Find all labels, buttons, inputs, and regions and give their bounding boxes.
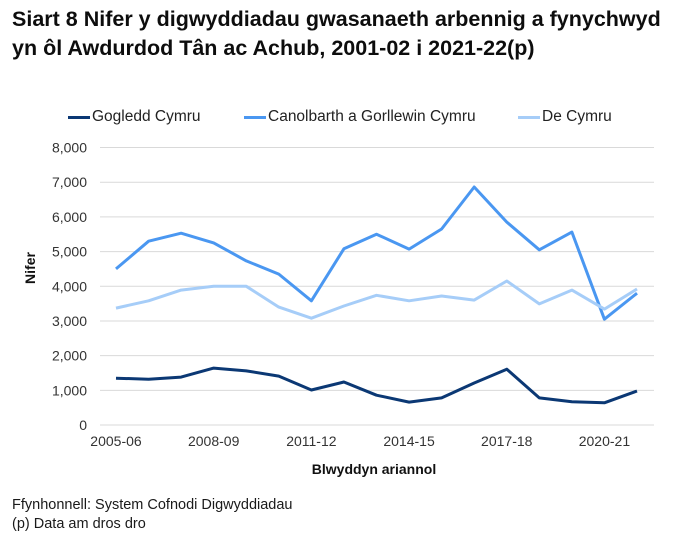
legend-item-canolbarth: Canolbarth a Gorllewin Cymru xyxy=(244,108,476,126)
legend-swatch xyxy=(244,115,266,119)
x-tick-label: 2020-21 xyxy=(579,433,631,449)
y-tick-label: 6,000 xyxy=(52,209,87,225)
legend-label: Canolbarth a Gorllewin Cymru xyxy=(268,108,476,125)
x-tick-label: 2008-09 xyxy=(188,433,240,449)
x-tick-label: 2017-18 xyxy=(481,433,533,449)
y-tick-label: 7,000 xyxy=(52,174,87,190)
source-note: Ffynhonnell: System Cofnodi Digwyddiadau xyxy=(12,497,293,513)
legend-item-de-cymru: De Cymru xyxy=(518,108,612,126)
legend-swatch xyxy=(68,115,90,119)
legend-label: Gogledd Cymru xyxy=(92,108,201,125)
x-tick-label: 2011-12 xyxy=(286,433,337,449)
gridlines xyxy=(100,147,654,426)
y-tick-label: 4,000 xyxy=(52,278,87,294)
legend-label: De Cymru xyxy=(542,108,612,125)
series-line-gogledd-cymru xyxy=(115,366,638,405)
chart-legend: Gogledd Cymru Canolbarth a Gorllewin Cym… xyxy=(0,108,674,128)
y-tick-label: 2,000 xyxy=(52,348,87,364)
y-tick-label: 3,000 xyxy=(52,313,87,329)
x-tick-label: 2014-15 xyxy=(383,433,435,449)
y-tick-label: 5,000 xyxy=(52,244,87,260)
series-line-canolbarth-a-gorllewin-cymru xyxy=(115,185,638,321)
series-line-de-cymru xyxy=(115,279,638,320)
x-axis-title: Blwyddyn ariannol xyxy=(312,461,436,477)
chart-footer: Ffynhonnell: System Cofnodi Digwyddiadau… xyxy=(12,496,292,534)
y-tick-label: 1,000 xyxy=(52,382,87,398)
provisional-note: (p) Data am dros dro xyxy=(12,516,146,532)
y-axis-ticks: 0 1,000 2,000 3,000 4,000 5,000 6,000 7,000 8,00… xyxy=(52,140,87,434)
x-axis-ticks: 2005-06 2008-09 2011-12 2014-15 2017-18 2020-… xyxy=(90,433,630,449)
x-tick-label: 2005-06 xyxy=(90,433,142,449)
y-axis-title: Nifer xyxy=(22,252,38,284)
series-lines xyxy=(115,185,638,405)
legend-swatch xyxy=(518,115,540,119)
chart-title: Siart 8 Nifer y digwyddiadau gwasanaeth … xyxy=(12,7,661,60)
y-tick-label: 0 xyxy=(79,417,87,433)
legend-item-gogledd-cymru: Gogledd Cymru xyxy=(68,108,201,126)
y-tick-label: 8,000 xyxy=(52,140,87,156)
